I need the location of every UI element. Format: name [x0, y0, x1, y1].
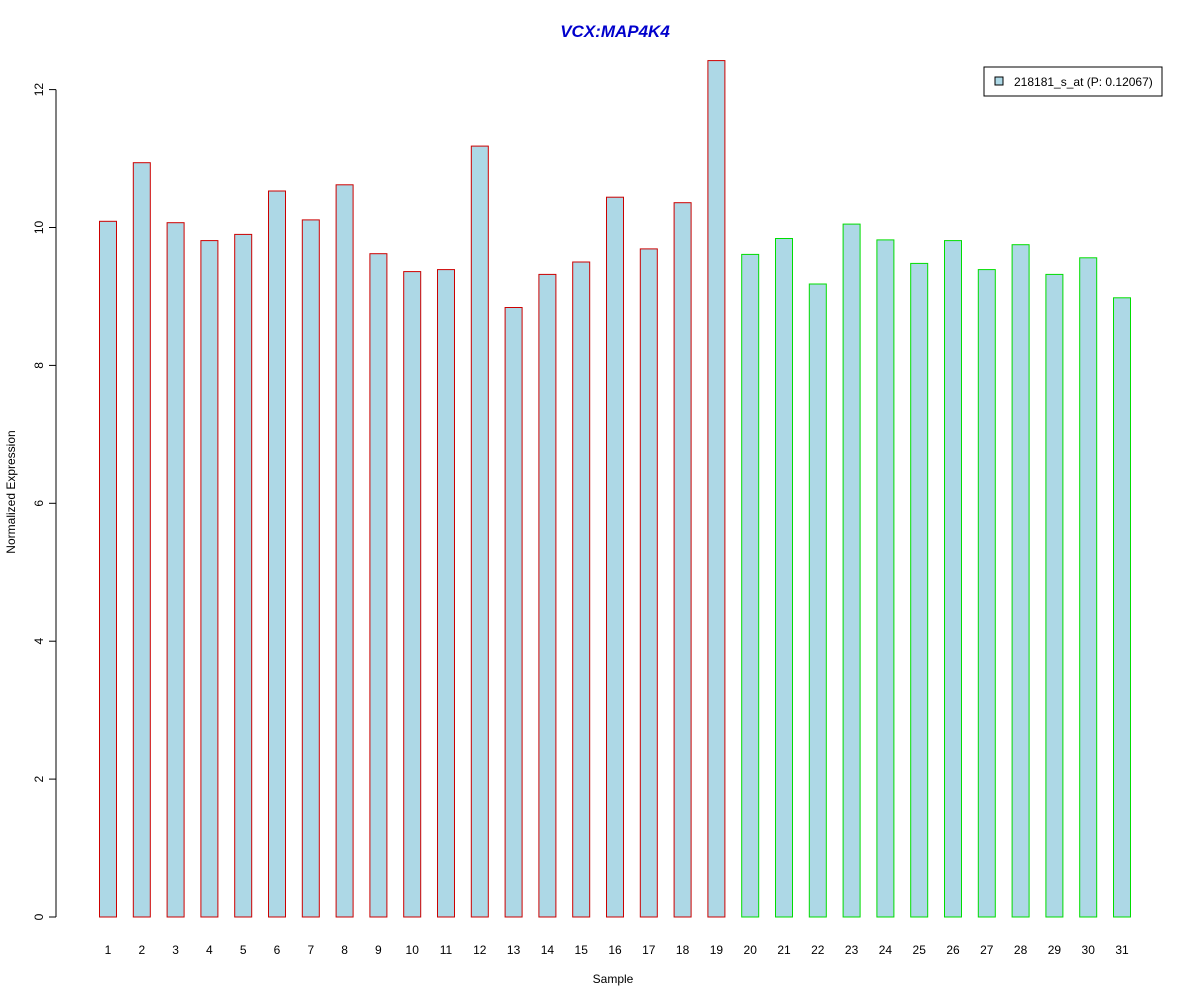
- bar-sample-6: [268, 190, 286, 918]
- bar-sample-19: [707, 60, 726, 918]
- x-tick-label: 7: [307, 943, 314, 957]
- y-axis-label: Normalized Expression: [4, 430, 18, 553]
- bar-sample-27: [977, 269, 996, 918]
- x-tick-label: 10: [406, 943, 420, 957]
- x-axis-label: Sample: [593, 972, 634, 986]
- bars: [99, 60, 1131, 918]
- x-tick-labels: 1 2 3 4 5 6 7 8 9 10 11 12 13 14 15 16 17 18 19 20 21 22 23 24 2…: [105, 943, 1129, 957]
- y-tick-label: 4: [32, 638, 46, 645]
- x-tick-label: 6: [274, 943, 281, 957]
- bar-sample-31: [1113, 297, 1131, 918]
- x-tick-label: 19: [710, 943, 724, 957]
- bar-sample-2: [132, 162, 151, 918]
- x-tick-label: 8: [341, 943, 348, 957]
- bar-sample-11: [437, 269, 455, 918]
- bar-sample-26: [944, 240, 962, 918]
- x-tick-label: 5: [240, 943, 247, 957]
- bar-sample-9: [369, 253, 388, 918]
- bar-sample-30: [1079, 257, 1098, 918]
- bar-sample-4: [200, 240, 219, 918]
- legend-box: [983, 66, 1163, 97]
- bar-sample-14: [538, 273, 557, 918]
- legend-label: 218181_s_at (P: 0.12067): [1014, 75, 1153, 89]
- x-tick-label: 30: [1082, 943, 1096, 957]
- x-tick-label: 21: [777, 943, 791, 957]
- x-tick-label: 9: [375, 943, 382, 957]
- bar-sample-8: [335, 184, 354, 918]
- legend: 218181_s_at (P: 0.12067): [983, 66, 1163, 97]
- bar-sample-25: [910, 262, 929, 918]
- bar-sample-1: [99, 220, 117, 918]
- y-tick-label: 0: [32, 913, 46, 920]
- x-tick-label: 22: [811, 943, 825, 957]
- y-tick-label: 10: [32, 221, 46, 235]
- y-tick-label: 6: [32, 500, 46, 507]
- x-tick-label: 12: [473, 943, 487, 957]
- bar-sample-24: [876, 239, 895, 918]
- bar-sample-12: [470, 145, 489, 918]
- x-tick-label: 27: [980, 943, 994, 957]
- y-tick-label: 2: [32, 775, 46, 782]
- x-tick-label: 31: [1115, 943, 1129, 957]
- bar-sample-15: [572, 261, 591, 918]
- bar-sample-3: [166, 222, 185, 918]
- bar-sample-17: [639, 248, 658, 918]
- x-tick-label: 18: [676, 943, 690, 957]
- bar-sample-5: [234, 233, 253, 918]
- chart-title: VCX:MAP4K4: [560, 22, 670, 41]
- legend-swatch: [994, 76, 1004, 86]
- x-tick-label: 20: [744, 943, 758, 957]
- bar-sample-29: [1045, 273, 1064, 918]
- x-tick-label: 29: [1048, 943, 1062, 957]
- x-tick-label: 11: [440, 943, 453, 957]
- y-tick-label: 12: [32, 83, 46, 97]
- x-tick-label: 17: [642, 943, 656, 957]
- x-tick-label: 23: [845, 943, 859, 957]
- bar-sample-7: [301, 219, 320, 918]
- bar-sample-13: [504, 307, 523, 918]
- bar-sample-23: [842, 223, 861, 918]
- x-tick-label: 14: [541, 943, 555, 957]
- x-tick-label: 2: [138, 943, 145, 957]
- y-axis: 0 2 4 6 8 10 12: [32, 83, 57, 920]
- x-tick-label: 4: [206, 943, 213, 957]
- x-tick-label: 24: [879, 943, 893, 957]
- bar-sample-22: [808, 283, 827, 918]
- x-tick-label: 13: [507, 943, 521, 957]
- x-tick-label: 15: [575, 943, 589, 957]
- bar-sample-16: [606, 196, 624, 918]
- x-tick-label: 3: [172, 943, 179, 957]
- bar-sample-21: [775, 238, 793, 918]
- x-tick-label: 28: [1014, 943, 1028, 957]
- x-tick-label: 26: [946, 943, 960, 957]
- bar-sample-28: [1011, 244, 1030, 918]
- bar-sample-10: [403, 271, 422, 918]
- y-tick-label: 8: [32, 362, 46, 369]
- bar-sample-18: [673, 202, 692, 918]
- bar-sample-20: [741, 253, 760, 918]
- x-tick-label: 16: [608, 943, 622, 957]
- x-tick-label: 1: [105, 943, 112, 957]
- x-tick-label: 25: [913, 943, 927, 957]
